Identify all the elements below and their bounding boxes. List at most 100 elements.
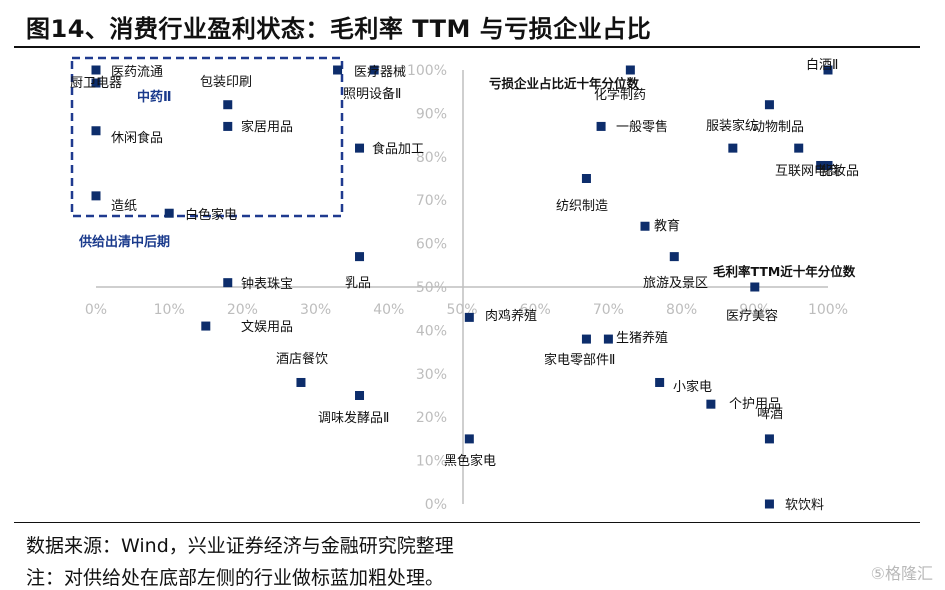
y-tick-label: 70%: [416, 193, 447, 209]
figure-title: 图14、消费行业盈利状态：毛利率 TTM 与亏损企业占比: [26, 15, 652, 43]
point-label: 旅游及景区: [643, 276, 708, 291]
supply-bottom-box: [70, 56, 344, 218]
point-label: 化妆品: [820, 164, 859, 179]
point-label: 一般零售: [616, 119, 668, 135]
scatter-point: [655, 377, 665, 387]
footer-rule: [14, 522, 920, 523]
scatter-point: [706, 399, 716, 409]
scatter-point: [355, 143, 365, 153]
scatter-point: [164, 208, 174, 218]
point-label: 医疗美容: [726, 308, 778, 324]
point-label: 文娱用品: [241, 320, 293, 335]
scatter-point: [640, 221, 650, 231]
scatter-point: [728, 143, 738, 153]
point-label: 小家电: [673, 379, 712, 395]
title-rule: [14, 46, 920, 48]
point-label: 照明设备Ⅱ: [343, 86, 401, 102]
scatter-point: [296, 377, 306, 387]
y-tick-label: 100%: [407, 63, 447, 79]
y-tick-label: 50%: [416, 280, 447, 296]
x-axis-title: 毛利率TTM近十年分位数: [713, 264, 856, 279]
scatter-point: [464, 434, 474, 444]
scatter-point: [764, 434, 774, 444]
x-tick-label: 0%: [85, 302, 107, 318]
scatter-point: [333, 65, 343, 75]
point-label: 生猪养殖: [616, 330, 668, 346]
scatter-point: [596, 121, 606, 131]
point-label: 造纸: [111, 199, 137, 214]
scatter-point: [91, 65, 101, 75]
point-label: 白色家电: [185, 207, 237, 223]
axes: 0% 10% 20% 30% 40% 50% 60% 70% 80% 90% 100% 0% 10% 20…: [85, 63, 848, 513]
y-tick-label: 30%: [416, 367, 447, 383]
point-label: 酒店餐饮: [276, 351, 328, 367]
x-tick-label: 60%: [520, 302, 551, 318]
data-points: [91, 65, 833, 509]
point-label: 教育: [654, 218, 680, 234]
point-label: 钟表珠宝: [241, 276, 293, 292]
scatter-point: [794, 143, 804, 153]
x-tick-label: 90%: [739, 302, 770, 318]
scatter-point: [816, 160, 826, 170]
scatter-point: [764, 100, 774, 110]
x-tick-label: 80%: [666, 302, 697, 318]
data-source: 数据来源：Wind，兴业证券经济与金融研究院整理: [26, 535, 454, 557]
scatter-point: [603, 334, 613, 344]
point-label: 医药流通: [111, 65, 163, 80]
scatter-point: [625, 65, 635, 75]
point-label: 黑色家电: [444, 453, 496, 469]
scatter-chart: 0% 10% 20% 30% 40% 50% 60% 70% 80% 90% 100% 0% 10% 20…: [70, 56, 859, 513]
point-label: 医疗器械: [354, 65, 406, 80]
watermark-logo: ⑤格隆汇: [870, 564, 933, 583]
x-tick-label: 40%: [373, 302, 404, 318]
point-label: 互联网电商: [775, 164, 840, 179]
scatter-point: [355, 391, 365, 400]
scatter-point: [823, 65, 833, 75]
y-axis-title: 亏损企业占比近十年分位数: [489, 76, 640, 91]
x-tick-label: 30%: [300, 302, 331, 318]
point-label: 中药Ⅱ: [137, 89, 172, 105]
y-tick-label: 40%: [416, 323, 447, 339]
x-tick-label: 10%: [154, 302, 185, 318]
scatter-point: [201, 321, 211, 331]
scatter-point: [355, 252, 365, 262]
point-label: 食品加工: [372, 141, 424, 157]
y-tick-label: 80%: [416, 150, 447, 166]
point-label: 家电零部件Ⅱ: [544, 352, 615, 368]
y-tick-label: 20%: [416, 410, 447, 426]
scatter-point: [581, 174, 591, 183]
scatter-point: [223, 100, 233, 110]
x-tick-label: 100%: [808, 302, 848, 318]
scatter-point: [464, 312, 474, 322]
y-tick-label: 10%: [416, 454, 447, 470]
scatter-point: [223, 121, 233, 131]
point-label: 个护用品: [729, 397, 781, 412]
scatter-point: [369, 65, 379, 75]
point-label: 啤酒: [757, 407, 783, 422]
footnote: 注：对供给处在底部左侧的行业做标蓝加粗处理。: [26, 567, 445, 589]
point-label: 厨卫电器: [70, 76, 122, 91]
scatter-point: [223, 278, 233, 288]
point-label: 纺织制造: [556, 199, 608, 214]
point-label: 肉鸡养殖: [485, 308, 537, 324]
y-tick-label: 90%: [416, 106, 447, 122]
x-tick-label: 70%: [593, 302, 624, 318]
point-label: 化学制药: [594, 87, 646, 103]
point-label: 包装印刷: [200, 75, 252, 90]
scatter-point: [91, 78, 101, 88]
scatter-point: [91, 126, 101, 136]
point-label: 乳品: [345, 276, 371, 291]
y-tick-label: 0%: [425, 497, 447, 513]
scatter-point: [750, 282, 760, 292]
group-annotation: 供给出清中后期: [78, 234, 170, 250]
scatter-point: [669, 252, 679, 262]
scatter-point: [581, 334, 591, 344]
point-label: 动物制品: [752, 120, 804, 135]
point-label: 白酒Ⅱ: [806, 57, 838, 73]
scatter-point: [91, 191, 101, 201]
scatter-point: [823, 160, 833, 170]
point-label: 家居用品: [241, 119, 293, 135]
highlight-box: [70, 56, 344, 218]
scatter-point: [764, 499, 774, 509]
